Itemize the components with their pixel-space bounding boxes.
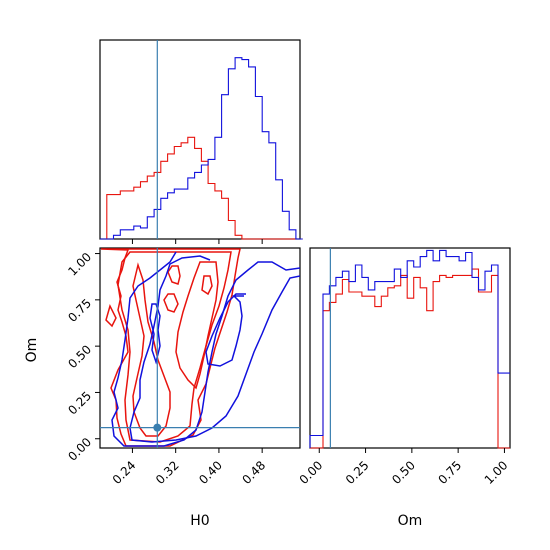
om-tick-label-bottom: 0.00 [297, 458, 326, 487]
om-tick-label-bottom: 0.75 [435, 458, 464, 487]
truth-point [153, 423, 162, 432]
h0-tick-label: 0.32 [153, 458, 182, 487]
red-contour-island-c [201, 275, 213, 296]
om-tick-label-left: 0.00 [65, 435, 94, 464]
blue-contour-outer [111, 251, 300, 447]
om-hist-blue [309, 249, 510, 448]
blue-contour-inner [205, 293, 246, 367]
om-histogram-panel [309, 247, 511, 449]
blue-contours [111, 251, 300, 447]
red-contour-inner-left [132, 262, 171, 437]
red-contour-middle [117, 251, 232, 443]
om-tick-label-left: 0.75 [65, 296, 94, 325]
red-contour-inner-right [175, 261, 219, 390]
h0-tick-label: 0.48 [239, 458, 268, 487]
h0-hist-blue [100, 57, 303, 240]
om-tick-label-left: 1.00 [65, 250, 94, 279]
om-tick-label-bottom: 1.00 [482, 458, 511, 487]
red-contours [100, 248, 241, 447]
blue-contour-inner-arc [149, 303, 161, 365]
om-tick-label-left: 0.25 [65, 389, 94, 418]
h0-tick-label: 0.40 [196, 458, 225, 487]
om-tick-label-bottom: 0.25 [343, 458, 372, 487]
h0-hist-red [100, 136, 303, 240]
h0-axis-label: H0 [190, 513, 209, 529]
blue-contour-middle [129, 255, 300, 443]
om-tick-label-left: 0.50 [65, 342, 94, 371]
h0-histogram-axes [99, 39, 301, 240]
h0-histogram-panel [99, 39, 303, 240]
om-histogram-axes [309, 247, 511, 449]
red-contour-island-a [163, 293, 179, 313]
om-tick-label-bottom: 0.50 [389, 458, 418, 487]
red-contour-island-d [105, 303, 117, 328]
red-contour-island-b [167, 265, 181, 285]
h0-tick-label: 0.24 [110, 458, 139, 487]
om-axis-label-left: Om [24, 338, 40, 363]
h0-om-contour-panel [99, 247, 301, 449]
om-hist-red [310, 268, 510, 449]
red-contour-outer [100, 248, 241, 447]
om-axis-label-bottom: Om [398, 513, 423, 529]
h0-om-contour-axes [99, 247, 301, 449]
